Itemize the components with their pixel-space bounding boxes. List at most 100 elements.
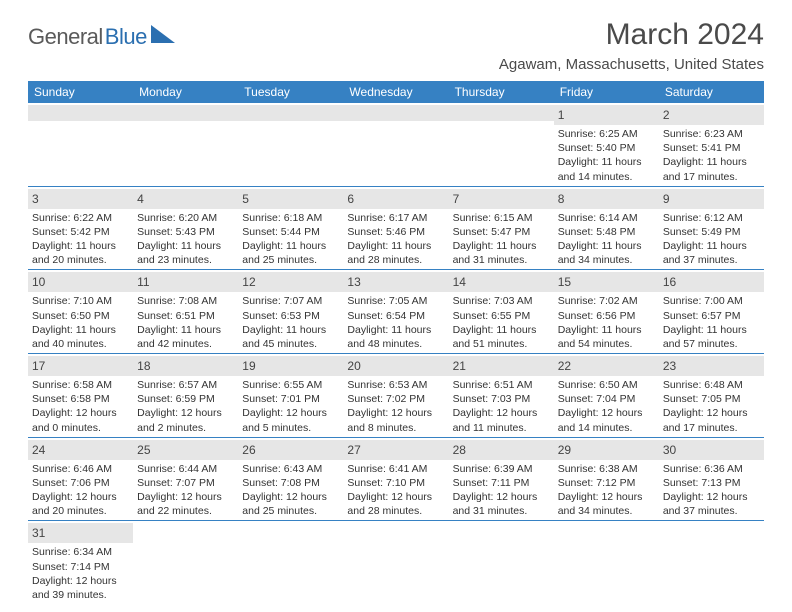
sunrise-text: Sunrise: 6:15 AM xyxy=(453,211,550,225)
sunset-text: Sunset: 5:40 PM xyxy=(558,141,655,155)
sunset-text: Sunset: 7:11 PM xyxy=(453,476,550,490)
sunset-text: Sunset: 7:12 PM xyxy=(558,476,655,490)
sunrise-text: Sunrise: 6:14 AM xyxy=(558,211,655,225)
sunset-text: Sunset: 7:07 PM xyxy=(137,476,234,490)
weekday-header: Saturday xyxy=(659,81,764,103)
daylight-text: Daylight: 11 hours and 20 minutes. xyxy=(32,239,129,267)
day-cell: 27Sunrise: 6:41 AMSunset: 7:10 PMDayligh… xyxy=(343,438,448,521)
day-number: 4 xyxy=(137,192,144,206)
day-number: 22 xyxy=(558,359,571,373)
sunrise-text: Sunrise: 6:48 AM xyxy=(663,378,760,392)
day-number-bar: 21 xyxy=(449,356,554,376)
day-details: Sunrise: 6:14 AMSunset: 5:48 PMDaylight:… xyxy=(558,209,655,268)
day-number: 5 xyxy=(242,192,249,206)
sunset-text: Sunset: 7:06 PM xyxy=(32,476,129,490)
daylight-text: Daylight: 12 hours and 37 minutes. xyxy=(663,490,760,518)
day-cell xyxy=(238,103,343,186)
sunset-text: Sunset: 6:53 PM xyxy=(242,309,339,323)
day-number-bar: 27 xyxy=(343,440,448,460)
day-cell xyxy=(133,521,238,604)
day-number-bar xyxy=(238,105,343,121)
day-number-bar xyxy=(554,523,659,525)
daylight-text: Daylight: 11 hours and 42 minutes. xyxy=(137,323,234,351)
sunset-text: Sunset: 7:13 PM xyxy=(663,476,760,490)
sunrise-text: Sunrise: 6:20 AM xyxy=(137,211,234,225)
daylight-text: Daylight: 11 hours and 14 minutes. xyxy=(558,155,655,183)
day-cell: 31Sunrise: 6:34 AMSunset: 7:14 PMDayligh… xyxy=(28,521,133,604)
day-number-bar: 9 xyxy=(659,189,764,209)
sunset-text: Sunset: 6:58 PM xyxy=(32,392,129,406)
sunrise-text: Sunrise: 6:55 AM xyxy=(242,378,339,392)
day-number: 14 xyxy=(453,275,466,289)
sunset-text: Sunset: 7:14 PM xyxy=(32,560,129,574)
weekday-header-row: Sunday Monday Tuesday Wednesday Thursday… xyxy=(28,81,764,103)
header: GeneralBlue March 2024 Agawam, Massachus… xyxy=(28,18,764,73)
day-number: 3 xyxy=(32,192,39,206)
sunset-text: Sunset: 5:44 PM xyxy=(242,225,339,239)
day-details: Sunrise: 6:44 AMSunset: 7:07 PMDaylight:… xyxy=(137,460,234,519)
week-row: 31Sunrise: 6:34 AMSunset: 7:14 PMDayligh… xyxy=(28,521,764,604)
day-number: 15 xyxy=(558,275,571,289)
day-number: 10 xyxy=(32,275,45,289)
day-number: 18 xyxy=(137,359,150,373)
sunset-text: Sunset: 6:55 PM xyxy=(453,309,550,323)
sunrise-text: Sunrise: 6:58 AM xyxy=(32,378,129,392)
day-cell: 16Sunrise: 7:00 AMSunset: 6:57 PMDayligh… xyxy=(659,270,764,353)
day-details: Sunrise: 7:00 AMSunset: 6:57 PMDaylight:… xyxy=(663,292,760,351)
day-cell xyxy=(449,103,554,186)
sunrise-text: Sunrise: 6:36 AM xyxy=(663,462,760,476)
sunset-text: Sunset: 6:59 PM xyxy=(137,392,234,406)
daylight-text: Daylight: 11 hours and 57 minutes. xyxy=(663,323,760,351)
sunset-text: Sunset: 5:48 PM xyxy=(558,225,655,239)
day-number: 28 xyxy=(453,443,466,457)
day-cell: 5Sunrise: 6:18 AMSunset: 5:44 PMDaylight… xyxy=(238,187,343,270)
day-details: Sunrise: 7:05 AMSunset: 6:54 PMDaylight:… xyxy=(347,292,444,351)
daylight-text: Daylight: 12 hours and 25 minutes. xyxy=(242,490,339,518)
day-details: Sunrise: 6:25 AMSunset: 5:40 PMDaylight:… xyxy=(558,125,655,184)
day-number-bar: 8 xyxy=(554,189,659,209)
day-cell: 23Sunrise: 6:48 AMSunset: 7:05 PMDayligh… xyxy=(659,354,764,437)
sunrise-text: Sunrise: 6:34 AM xyxy=(32,545,129,559)
day-cell: 4 Sunrise: 6:20 AMSunset: 5:43 PMDaylight… xyxy=(133,187,238,270)
day-number: 20 xyxy=(347,359,360,373)
day-number: 25 xyxy=(137,443,150,457)
day-details: Sunrise: 6:55 AMSunset: 7:01 PMDaylight:… xyxy=(242,376,339,435)
day-details: Sunrise: 6:36 AMSunset: 7:13 PMDaylight:… xyxy=(663,460,760,519)
day-number: 31 xyxy=(32,526,45,540)
day-cell: 3Sunrise: 6:22 AMSunset: 5:42 PMDaylight… xyxy=(28,187,133,270)
day-number-bar: 31 xyxy=(28,523,133,543)
day-cell: 25 Sunrise: 6:44 AMSunset: 7:07 PMDayligh… xyxy=(133,438,238,521)
sunset-text: Sunset: 5:41 PM xyxy=(663,141,760,155)
weekday-header: Tuesday xyxy=(238,81,343,103)
sunrise-text: Sunrise: 6:44 AM xyxy=(137,462,234,476)
week-row: 17Sunrise: 6:58 AMSunset: 6:58 PMDayligh… xyxy=(28,354,764,438)
day-number: 13 xyxy=(347,275,360,289)
day-cell: 30 Sunrise: 6:36 AMSunset: 7:13 PMDayligh… xyxy=(659,438,764,521)
sunrise-text: Sunrise: 6:46 AM xyxy=(32,462,129,476)
sunrise-text: Sunrise: 6:57 AM xyxy=(137,378,234,392)
location-subtitle: Agawam, Massachusetts, United States xyxy=(499,56,764,73)
day-number-bar xyxy=(28,105,133,121)
sunset-text: Sunset: 6:50 PM xyxy=(32,309,129,323)
day-number: 21 xyxy=(453,359,466,373)
sunset-text: Sunset: 7:10 PM xyxy=(347,476,444,490)
week-row: 3Sunrise: 6:22 AMSunset: 5:42 PMDaylight… xyxy=(28,187,764,271)
sunrise-text: Sunrise: 6:39 AM xyxy=(453,462,550,476)
sunset-text: Sunset: 7:08 PM xyxy=(242,476,339,490)
day-number-bar xyxy=(133,523,238,525)
day-number: 30 xyxy=(663,443,676,457)
logo-text-blue: Blue xyxy=(105,24,147,50)
day-number-bar xyxy=(343,105,448,121)
sunrise-text: Sunrise: 6:18 AM xyxy=(242,211,339,225)
day-details: Sunrise: 6:50 AMSunset: 7:04 PMDaylight:… xyxy=(558,376,655,435)
day-cell: 20Sunrise: 6:53 AMSunset: 7:02 PMDayligh… xyxy=(343,354,448,437)
daylight-text: Daylight: 12 hours and 28 minutes. xyxy=(347,490,444,518)
day-details: Sunrise: 6:20 AMSunset: 5:43 PMDaylight:… xyxy=(137,209,234,268)
sunset-text: Sunset: 5:49 PM xyxy=(663,225,760,239)
day-details: Sunrise: 6:17 AMSunset: 5:46 PMDaylight:… xyxy=(347,209,444,268)
day-number-bar xyxy=(238,523,343,525)
day-details: Sunrise: 6:48 AMSunset: 7:05 PMDaylight:… xyxy=(663,376,760,435)
sunrise-text: Sunrise: 7:07 AM xyxy=(242,294,339,308)
sunrise-text: Sunrise: 6:25 AM xyxy=(558,127,655,141)
daylight-text: Daylight: 12 hours and 11 minutes. xyxy=(453,406,550,434)
